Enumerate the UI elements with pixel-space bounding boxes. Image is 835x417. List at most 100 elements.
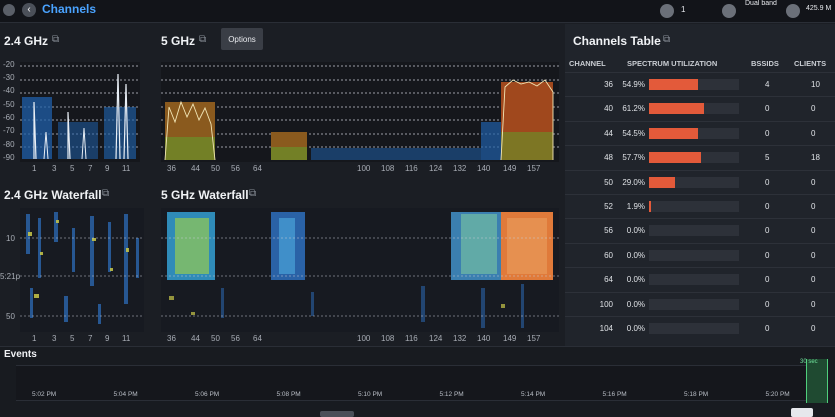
event-tick: 5:06 PM — [195, 391, 220, 398]
cell-clients: 0 — [811, 202, 816, 211]
interval-window[interactable] — [806, 359, 828, 403]
cell-clients: 0 — [811, 226, 816, 236]
events-toggle[interactable] — [791, 408, 813, 417]
menu-icon[interactable] — [3, 4, 15, 16]
y-tick: -80 — [3, 140, 15, 149]
util-bar-track — [649, 176, 739, 188]
event-tick: 5:16 PM — [602, 391, 627, 398]
table-row[interactable]: 52 1.9% 0 0 — [565, 194, 835, 219]
event-tick: 5:20 PM — [765, 391, 790, 398]
cell-bssids: 0 — [765, 324, 770, 333]
top-bar: ‹ Channels 1 Dual band 425.9 M — [0, 0, 835, 23]
x-tick: 7 — [88, 334, 93, 343]
cell-util: 0.0% — [626, 324, 645, 333]
util-bar-track — [649, 201, 739, 212]
table-row[interactable]: 50 29.0% 0 0 — [565, 169, 835, 195]
timeline-scrollbar[interactable] — [320, 411, 354, 417]
table-row[interactable]: 56 0.0% 0 0 — [565, 218, 835, 243]
cell-bssids: 0 — [765, 299, 770, 309]
util-bar-fill — [649, 103, 705, 115]
x-tick: 50 — [211, 164, 220, 173]
table-row[interactable]: 44 54.5% 0 0 — [565, 120, 835, 146]
event-tick: 5:02 PM — [32, 391, 57, 398]
cell-util: 61.2% — [622, 104, 645, 114]
x-tick: 149 — [503, 164, 517, 173]
cell-util: 29.0% — [622, 177, 645, 187]
util-bar-track — [649, 298, 739, 310]
cell-util: 54.5% — [622, 128, 645, 138]
cell-util: 0.0% — [626, 299, 645, 309]
x-tick: 64 — [253, 334, 262, 343]
table-row[interactable]: 100 0.0% 0 0 — [565, 291, 835, 317]
cell-clients: 0 — [811, 177, 816, 187]
x-tick: 56 — [231, 164, 240, 173]
table-row[interactable]: 36 54.9% 4 10 — [565, 72, 835, 97]
x-tick: 116 — [405, 334, 418, 343]
cell-channel: 64 — [604, 275, 613, 285]
table-row[interactable]: 48 57.7% 5 18 — [565, 145, 835, 170]
col-channel[interactable]: CHANNEL — [569, 59, 606, 68]
spectrum-5-chart — [161, 62, 559, 162]
x-tick: 36 — [167, 334, 176, 343]
table-row[interactable]: 104 0.0% 0 0 — [565, 316, 835, 341]
x-tick: 5 — [70, 334, 75, 343]
x-tick: 132 — [453, 334, 467, 343]
x-tick: 1 — [32, 334, 37, 343]
panel-24ghz: 2.4 GHz ⧉ -20 -30 -40 -50 -60 -70 -80 -9… — [0, 24, 150, 184]
speed-icon[interactable] — [786, 4, 800, 18]
copy-icon[interactable]: ⧉ — [249, 188, 257, 199]
event-tick: 5:08 PM — [276, 391, 301, 398]
util-bar-fill — [649, 152, 701, 164]
copy-icon[interactable]: ⧉ — [199, 34, 207, 45]
util-bar-fill — [649, 201, 651, 212]
cell-bssids: 0 — [765, 226, 770, 236]
events-timeline[interactable] — [16, 365, 812, 401]
band-icon[interactable] — [722, 4, 736, 18]
y-tick: 10 — [6, 234, 15, 243]
cell-clients: 0 — [811, 299, 816, 309]
x-tick: 5 — [70, 164, 75, 173]
col-clients[interactable]: CLIENTS — [794, 59, 827, 68]
waterfall-5-chart — [161, 208, 559, 332]
col-util[interactable]: SPECTRUM UTILIZATION — [627, 59, 718, 68]
channels-table-title: Channels Table — [573, 34, 661, 48]
table-body: 36 54.9% 4 10 40 61.2% 0 0 44 54.5% 0 0 48 57.7% 5 18 50… — [565, 72, 835, 346]
options-button[interactable]: Options — [221, 28, 263, 50]
cell-channel: 50 — [604, 177, 613, 187]
x-tick: 116 — [405, 164, 418, 173]
x-tick: 140 — [477, 164, 491, 173]
copy-icon[interactable]: ⧉ — [52, 34, 60, 45]
back-icon[interactable]: ‹ — [22, 3, 36, 17]
speed-label: 425.9 M — [806, 5, 832, 12]
wifi-icon[interactable] — [660, 4, 674, 18]
util-bar-track — [649, 127, 739, 139]
x-tick: 100 — [357, 334, 371, 343]
cell-channel: 48 — [604, 153, 613, 163]
col-bssids[interactable]: BSSIDS — [751, 59, 779, 68]
x-tick: 3 — [52, 164, 57, 173]
spectrum-24-chart — [20, 62, 140, 162]
panel-5ghz-title: 5 GHz — [161, 34, 196, 48]
util-bar-fill — [649, 127, 699, 139]
interval-label: 30 sec — [800, 359, 818, 365]
waterfall-5: 5 GHz Waterfall ⧉ 36 44 50 56 64 100 108… — [155, 184, 563, 346]
table-row[interactable]: 40 61.2% 0 0 — [565, 96, 835, 121]
x-tick: 36 — [167, 164, 176, 173]
table-row[interactable]: 64 0.0% 0 0 — [565, 267, 835, 292]
x-tick: 108 — [381, 334, 395, 343]
waterfall-24-title: 2.4 GHz Waterfall — [4, 188, 102, 202]
band-label: Dual band — [745, 0, 777, 7]
copy-icon[interactable]: ⧉ — [102, 188, 110, 199]
y-tick: -60 — [3, 113, 15, 122]
x-tick: 157 — [527, 164, 541, 173]
cell-bssids: 4 — [765, 80, 770, 89]
y-tick: -50 — [3, 100, 15, 109]
cell-util: 57.7% — [622, 153, 645, 163]
x-tick: 64 — [253, 164, 262, 173]
table-row[interactable]: 60 0.0% 0 0 — [565, 242, 835, 268]
util-bar-track — [649, 323, 739, 334]
copy-icon[interactable]: ⧉ — [663, 34, 671, 45]
cell-clients: 0 — [811, 104, 816, 114]
cell-util: 1.9% — [626, 202, 645, 211]
cell-bssids: 0 — [765, 250, 770, 260]
